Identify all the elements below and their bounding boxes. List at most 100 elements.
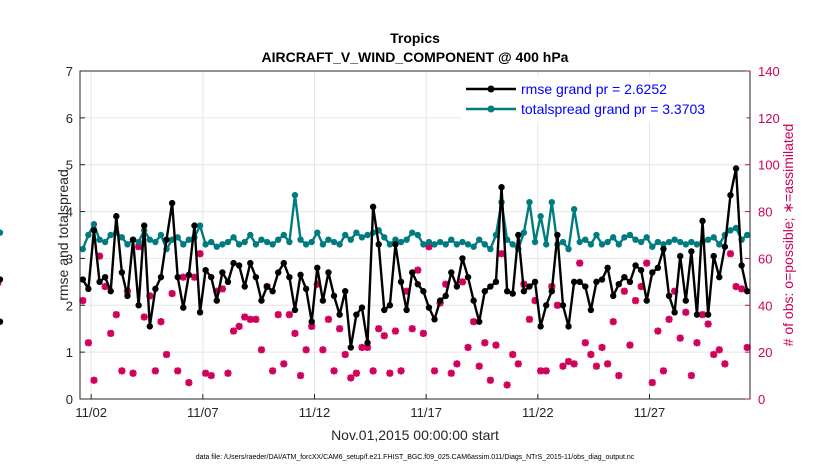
obs-marker-stroke [481,339,489,347]
obs-marker-stroke [280,360,288,368]
obs-marker-stroke [375,325,383,333]
obs-marker [112,311,120,319]
series-point-rmse [738,262,745,269]
series-point-rmse [492,278,500,286]
series-point-rmse [509,290,516,297]
series-point-rmse [643,297,650,304]
series-point-totalspread [319,241,327,248]
series-point-totalspread [235,241,243,248]
obs-marker-stroke [604,360,612,368]
obs-marker [235,322,243,330]
obs-marker-stroke [168,290,176,298]
series-point-rmse [230,259,237,267]
obs-marker-stroke [475,362,483,370]
series-point-rmse [682,297,689,304]
series-point-rmse [347,344,354,351]
obs-marker-stroke [525,315,533,323]
obs-marker [101,282,109,291]
obs-marker-stroke [609,318,617,326]
y-tick-label: 1 [66,345,73,360]
series-point-rmse [615,281,622,288]
series-point-totalspread [157,231,165,239]
obs-marker [162,350,171,359]
obs-marker-stroke [140,313,148,321]
series-point-rmse [660,245,667,253]
series-point-rmse [403,306,410,314]
series-point-totalspread [548,199,555,206]
series-point-totalspread [543,241,550,248]
obs-marker [90,376,98,384]
series-point-rmse [610,292,617,300]
series-point-totalspread [688,238,695,246]
chart-title: Tropics [390,30,440,46]
series-point-rmse [637,266,645,274]
x-tick-label: 11/27 [634,405,666,420]
series-point-totalspread [509,241,516,248]
series-point-rmse [224,278,232,286]
obs-marker [620,287,628,295]
obs-marker [135,243,143,251]
obs-marker [604,360,612,368]
series-point-totalspread [677,238,684,246]
obs-marker-stroke [431,367,439,375]
series-point-rmse [649,269,656,276]
obs-marker [84,339,92,347]
series-point-rmse [727,191,734,199]
series-point-rmse [185,271,193,279]
obs-marker [687,371,695,380]
obs-marker [302,346,310,354]
obs-marker-stroke [107,329,115,337]
obs-marker [280,360,288,368]
series-point-rmse [526,283,533,290]
series-point-totalspread [459,238,466,246]
obs-marker-stroke [285,311,293,319]
obs-marker [665,315,673,323]
obs-marker-stroke [185,379,193,387]
series-point-totalspread [744,231,751,239]
obs-marker [537,367,545,375]
obs-marker-stroke [391,327,399,335]
obs-marker [257,346,266,354]
x-ticks: 11/02 11/07 11/12 11/17 11/22 11/27 [75,394,665,420]
series-point-rmse [375,241,382,248]
series-point-rmse [96,278,103,286]
series-point-totalspread [716,241,723,248]
obs-marker-stroke [369,367,377,375]
series-point-totalspread [626,231,634,239]
x-tick-label: 11/07 [187,405,219,420]
series-point-totalspread [649,243,656,250]
obs-marker-stroke [319,346,327,354]
series-point-rmse [118,269,126,276]
series-point-rmse [280,259,287,267]
obs-marker-stroke [202,369,210,377]
series-point-rmse [247,259,254,267]
obs-marker-stroke [347,374,355,382]
series-point-rmse [286,273,293,281]
obs-marker-stroke [179,273,187,281]
series-point-rmse [0,318,4,325]
series-point-rmse [208,273,215,281]
obs-marker-stroke [79,297,87,305]
series-point-rmse [554,231,561,239]
obs-marker-stroke [581,339,589,347]
y-right-tick-label: 0 [758,392,765,407]
obs-marker-stroke [291,329,299,337]
obs-marker-stroke [324,315,332,323]
series-point-rmse [409,269,416,276]
series-point-totalspread [79,245,86,253]
series-point-rmse [0,276,4,283]
obs-marker [291,329,299,337]
x-tick-label: 11/02 [75,405,107,420]
obs-marker-stroke [358,343,366,351]
obs-marker-stroke [632,297,640,305]
obs-marker-stroke [447,369,455,377]
obs-marker [503,381,511,389]
series-point-totalspread [414,231,421,239]
obs-marker [453,360,461,368]
series-point-rmse [302,285,310,293]
obs-marker-stroke [425,243,433,251]
series-point-rmse [129,236,137,243]
series-point-rmse [693,311,701,318]
series-point-totalspread [297,236,304,243]
